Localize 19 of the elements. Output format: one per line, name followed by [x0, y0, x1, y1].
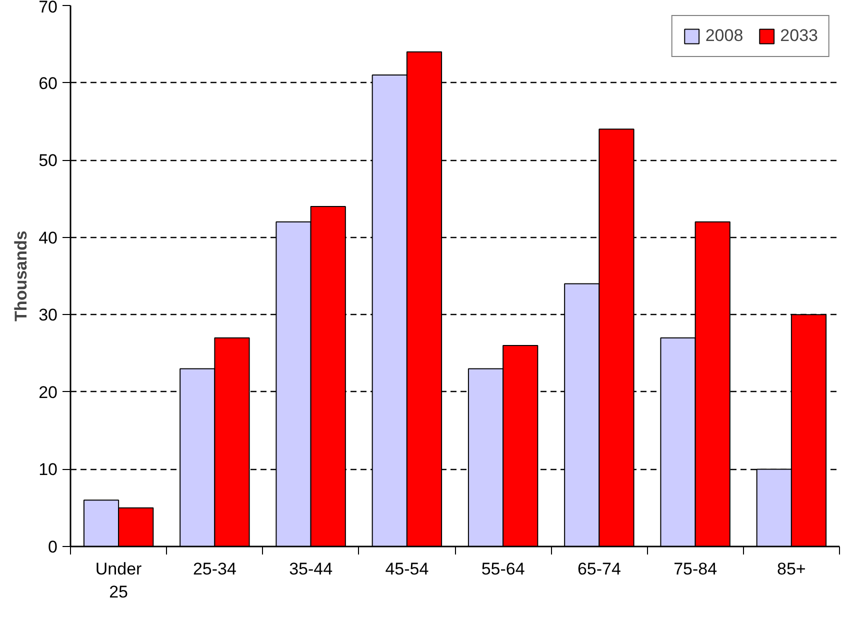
y-tick-label: 50: [38, 151, 58, 170]
x-tick-label: 35-44: [289, 560, 333, 578]
x-tick-label: 75-84: [674, 560, 718, 578]
y-tick-label: 60: [38, 74, 58, 93]
y-tick-label: 0: [48, 538, 58, 556]
legend-label: 2033: [780, 26, 818, 46]
y-axis-title: Thousands: [12, 230, 31, 322]
y-tick-label: 10: [38, 460, 58, 480]
x-tick-label: Under 25: [95, 560, 142, 602]
x-tick-label: 45-54: [385, 560, 429, 578]
x-tick-label: 55-64: [481, 560, 525, 578]
x-tick-label: 85+: [777, 560, 806, 578]
x-tick-label: 65-74: [577, 560, 621, 578]
x-tick-label: 25-34: [192, 560, 236, 578]
y-tick-label: 30: [38, 306, 58, 325]
y-tick-label: 20: [38, 382, 58, 402]
legend-label: 2008: [705, 26, 744, 46]
y-tick-label: 70: [38, 0, 58, 16]
y-tick-label: 40: [38, 228, 58, 248]
